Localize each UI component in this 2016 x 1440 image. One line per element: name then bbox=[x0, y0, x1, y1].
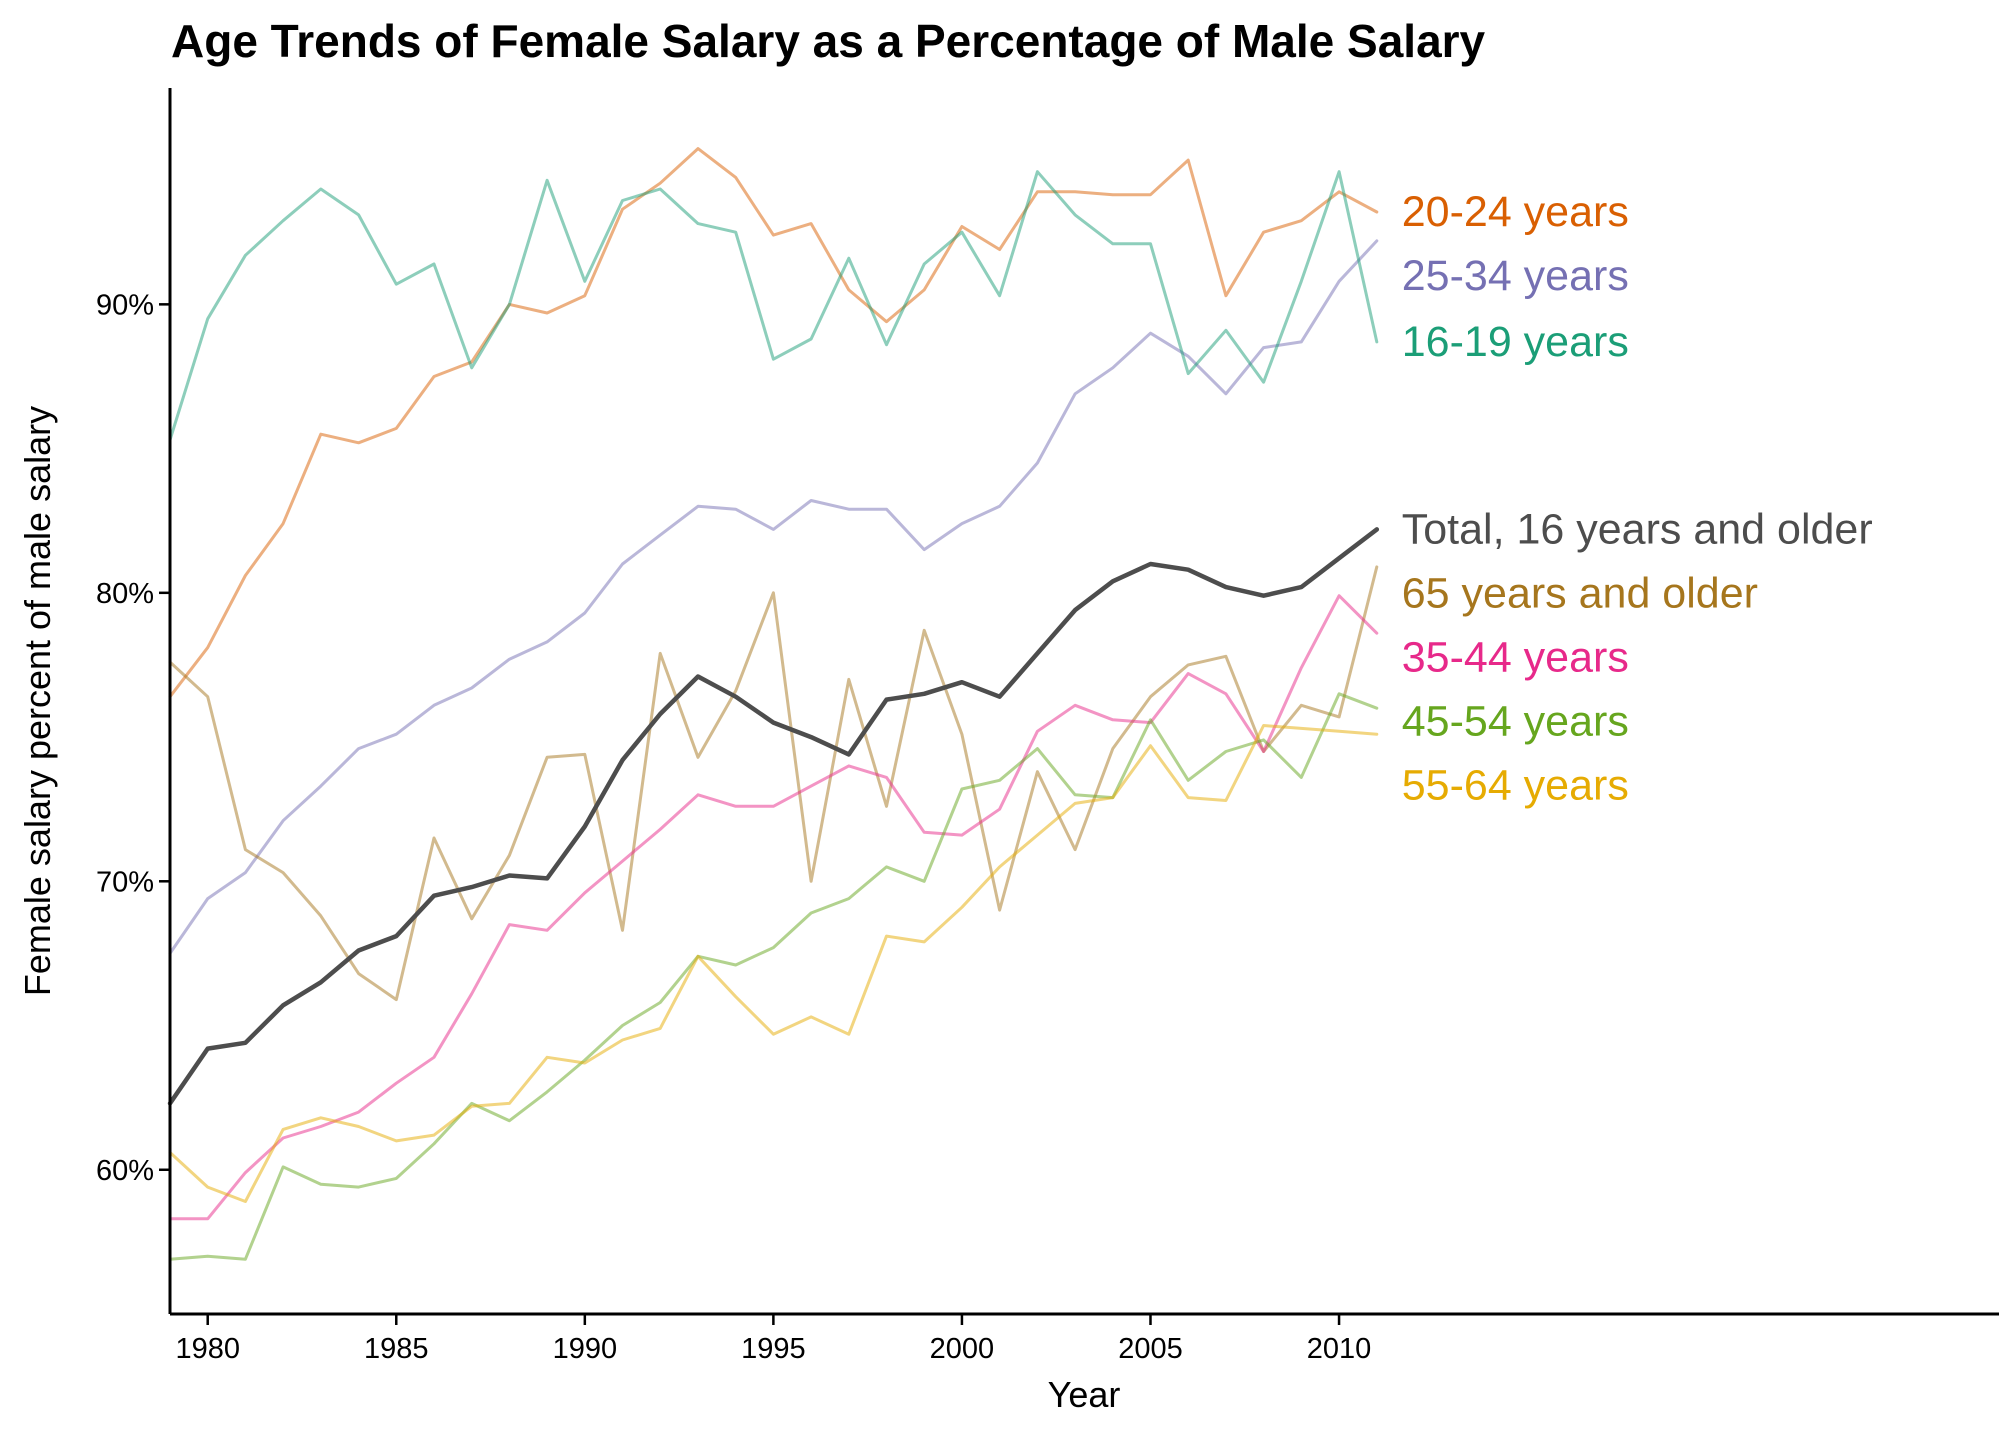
series-line-35-44-years bbox=[168, 594, 1379, 1221]
y-tick-label: 90% bbox=[96, 289, 154, 321]
y-tick-label: 70% bbox=[96, 866, 154, 898]
x-tick-label: 2000 bbox=[930, 1333, 995, 1365]
series-labels: 20-24 years 25-34 years 16-19 years Total, … bbox=[1402, 188, 1873, 809]
x-tick-label: 1985 bbox=[364, 1333, 429, 1365]
series-line-25-34-years bbox=[168, 239, 1379, 955]
series-label-16-19-years: 16-19 years bbox=[1402, 318, 1629, 366]
series-label-65-years-and-older: 65 years and older bbox=[1402, 569, 1758, 617]
series-label-35-44-years: 35-44 years bbox=[1402, 633, 1629, 681]
series-label-total-16-years-and-older: Total, 16 years and older bbox=[1402, 505, 1873, 553]
chart-title: Age Trends of Female Salary as a Percent… bbox=[171, 15, 1486, 67]
series-label-55-64-years: 55-64 years bbox=[1402, 761, 1629, 809]
series-lines bbox=[167, 147, 1380, 1261]
x-tick-label: 2010 bbox=[1307, 1333, 1372, 1365]
series-label-45-54-years: 45-54 years bbox=[1402, 697, 1629, 745]
series-line-55-64-years bbox=[168, 724, 1379, 1203]
y-tick-label: 80% bbox=[96, 578, 154, 610]
series-label-25-34-years: 25-34 years bbox=[1402, 252, 1629, 300]
y-axis-label: Female salary percent of male salary bbox=[17, 406, 58, 996]
x-axis-label: Year bbox=[1048, 1374, 1121, 1415]
series-label-20-24-years: 20-24 years bbox=[1402, 188, 1629, 236]
series-line-total-16-years-and-older bbox=[167, 527, 1380, 1106]
series-line-20-24-years bbox=[168, 147, 1379, 699]
series-line-16-19-years bbox=[168, 170, 1379, 442]
series-line-65-years-and-older bbox=[168, 565, 1379, 1002]
y-tick-label: 60% bbox=[96, 1155, 154, 1187]
x-tick-label: 1995 bbox=[741, 1333, 806, 1365]
x-axis-ticks: 1980 1985 1990 1995 2000 2005 2010 bbox=[175, 1314, 1371, 1365]
series-line-45-54-years bbox=[168, 692, 1379, 1261]
x-tick-label: 1990 bbox=[553, 1333, 618, 1365]
plot-area: 60% 70% 80% 90% 1980 1985 1990 1995 2000 2005 201… bbox=[96, 88, 1999, 1365]
y-axis-ticks: 60% 70% 80% 90% bbox=[96, 289, 170, 1187]
x-tick-label: 1980 bbox=[175, 1333, 240, 1365]
x-tick-label: 2005 bbox=[1118, 1333, 1183, 1365]
